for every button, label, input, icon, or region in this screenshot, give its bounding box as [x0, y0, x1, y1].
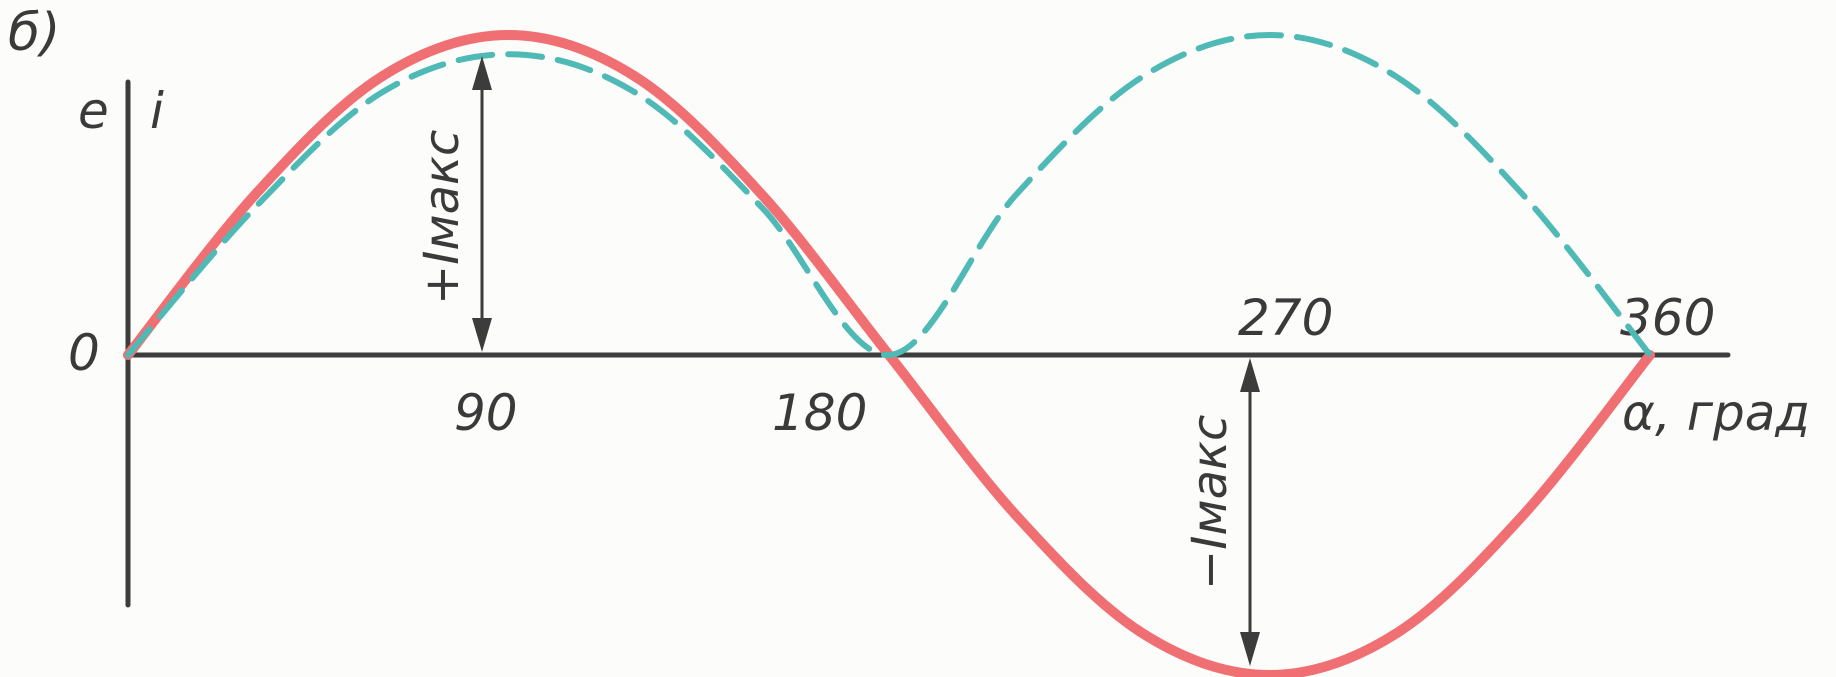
curves-group	[123, 29, 1655, 677]
x-tick-label-180: 180	[772, 384, 867, 442]
x-tick-label-270: 270	[1238, 289, 1333, 347]
y-axis-label-e: e	[78, 82, 109, 140]
minus-max-arrow	[1240, 358, 1260, 666]
rectified-current-dashed-line	[125, 31, 1653, 359]
x-tick-label-90: 90	[454, 384, 518, 442]
plus-max-arrow	[472, 56, 492, 352]
plus-max-label: +Iмакс	[414, 130, 470, 305]
minus-max-label: −Iмакс	[1182, 415, 1238, 590]
panel-label: б)	[8, 3, 60, 63]
origin-label: 0	[68, 324, 100, 382]
y-axis-label-i: i	[150, 82, 164, 140]
x-axis-label: α, град	[1622, 384, 1810, 442]
